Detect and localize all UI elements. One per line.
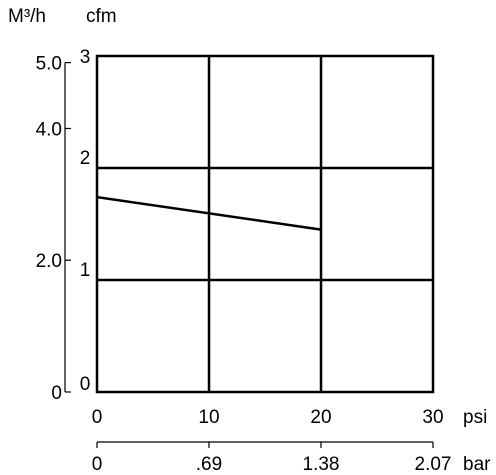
- x-primary-tick-label: 0: [92, 407, 103, 428]
- x-secondary-tick-label: 0: [92, 454, 103, 475]
- y-primary-axis: 0 1 2 3: [80, 47, 91, 395]
- x-secondary-unit-label: bar: [463, 454, 491, 475]
- series-line: [96, 195, 322, 231]
- x-secondary-axis: 0 .69 1.38 2.07: [92, 441, 452, 475]
- x-secondary-tick-label: 2.07: [415, 454, 452, 475]
- x-secondary-tick-label: 1.38: [303, 454, 340, 475]
- y-secondary-tick-label: 2.0: [36, 251, 62, 272]
- x-primary-tick-label: 30: [422, 407, 443, 428]
- y-secondary-tick-label: 0: [51, 383, 62, 404]
- y-secondary-tick-label: 4.0: [36, 119, 62, 140]
- y-primary-tick-label: 3: [80, 47, 91, 68]
- y-secondary-tick-label: 5.0: [36, 54, 62, 75]
- plot-frame: [95, 54, 435, 394]
- grid-lines: [97, 56, 433, 392]
- y-primary-tick-label: 0: [80, 374, 91, 395]
- x-primary-unit-label: psi: [463, 407, 487, 428]
- y-secondary-unit-label: M³/h: [8, 6, 46, 27]
- y-primary-unit-label: cfm: [86, 6, 117, 27]
- y-primary-tick-label: 2: [80, 148, 91, 169]
- x-primary-axis: 0 10 20 30: [92, 407, 444, 428]
- y-primary-tick-label: 1: [80, 260, 91, 281]
- y-secondary-axis: 0 2.0 4.0 5.0: [36, 54, 71, 404]
- x-secondary-tick-label: .69: [196, 454, 222, 475]
- series-layer: [96, 195, 322, 231]
- x-primary-tick-label: 20: [310, 407, 331, 428]
- x-primary-tick-label: 10: [198, 407, 219, 428]
